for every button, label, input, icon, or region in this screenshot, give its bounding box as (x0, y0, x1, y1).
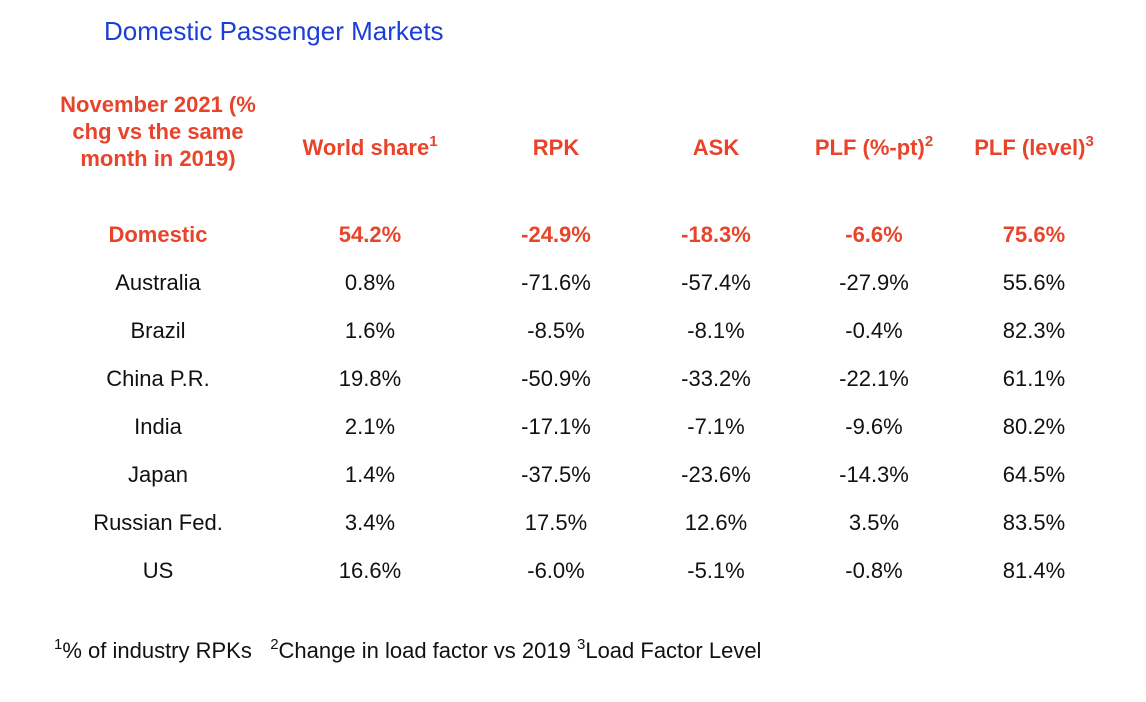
footnote-mark: 2 (270, 636, 279, 653)
world-share-cell: 16.6% (338, 558, 402, 583)
market-cell: Australia (115, 270, 201, 295)
header-plf-pt: PLF (%-pt)2 (794, 134, 954, 161)
world-share-cell: 1.6% (344, 318, 396, 343)
header-rpk: RPK (532, 135, 580, 160)
ask-cell: -18.3% (681, 222, 751, 247)
plf-level-cell: 64.5% (1002, 462, 1066, 487)
market-cell: Domestic (108, 222, 208, 247)
page-title: Domestic Passenger Markets (104, 16, 444, 46)
plf-level-cell: 82.3% (1002, 318, 1066, 343)
ask-cell: 12.6% (684, 510, 748, 535)
footnote-mark: 1 (54, 636, 63, 653)
plf-level-cell: 83.5% (1002, 510, 1066, 535)
header-plf-pt-label: PLF (%-pt) (814, 135, 925, 160)
table-row-total: Domestic 54.2% -24.9% -18.3% -6.6% 75.6% (0, 222, 1146, 270)
plf-pt-cell: 3.5% (848, 510, 900, 535)
ask-cell: -57.4% (681, 270, 751, 295)
header-plf-pt-note: 2 (924, 133, 934, 150)
header-world-share-label: World share (302, 135, 430, 160)
table-row: Russian Fed. 3.4% 17.5% 12.6% 3.5% 83.5% (0, 510, 1146, 558)
header-ask: ASK (692, 135, 740, 160)
ask-cell: -5.1% (687, 558, 745, 583)
world-share-cell: 1.4% (344, 462, 396, 487)
plf-level-cell: 80.2% (1002, 414, 1066, 439)
plf-pt-cell: -22.1% (839, 366, 909, 391)
header-plf-level: PLF (level)3 (954, 134, 1114, 161)
footnotes: 1% of industry RPKs 2Change in load fact… (54, 636, 762, 664)
plf-pt-cell: -0.4% (845, 318, 903, 343)
plf-pt-cell: -27.9% (839, 270, 909, 295)
market-cell: Russian Fed. (93, 510, 223, 535)
header-period: November 2021 (% chg vs the same month i… (60, 92, 256, 171)
ask-cell: -23.6% (681, 462, 751, 487)
plf-pt-cell: -6.6% (845, 222, 903, 247)
footnote-text: % of industry RPKs (62, 638, 252, 663)
ask-cell: -7.1% (687, 414, 745, 439)
market-cell: China P.R. (106, 366, 210, 391)
market-cell: Japan (128, 462, 188, 487)
rpk-cell: -8.5% (527, 318, 585, 343)
world-share-cell: 54.2% (338, 222, 402, 247)
table-row: India 2.1% -17.1% -7.1% -9.6% 80.2% (0, 414, 1146, 462)
market-cell: Brazil (130, 318, 186, 343)
market-cell: India (134, 414, 182, 439)
rpk-cell: -71.6% (521, 270, 591, 295)
footnote-mark: 3 (576, 636, 586, 653)
header-world-share-note: 1 (429, 133, 438, 150)
header-plf-level-label: PLF (level) (974, 135, 1086, 160)
rpk-cell: -6.0% (527, 558, 585, 583)
plf-pt-cell: -14.3% (839, 462, 909, 487)
plf-level-cell: 75.6% (1002, 222, 1066, 247)
plf-pt-cell: -9.6% (845, 414, 903, 439)
plf-level-cell: 81.4% (1002, 558, 1066, 583)
table-row: Brazil 1.6% -8.5% -8.1% -0.4% 82.3% (0, 318, 1146, 366)
table-row: Japan 1.4% -37.5% -23.6% -14.3% 64.5% (0, 462, 1146, 510)
world-share-cell: 0.8% (344, 270, 396, 295)
plf-pt-cell: -0.8% (845, 558, 903, 583)
plf-level-cell: 61.1% (1002, 366, 1066, 391)
table-row: Australia 0.8% -71.6% -57.4% -27.9% 55.6… (0, 270, 1146, 318)
header-world-share: World share1 (290, 134, 450, 161)
world-share-cell: 2.1% (344, 414, 396, 439)
world-share-cell: 3.4% (344, 510, 396, 535)
rpk-cell: -50.9% (521, 366, 591, 391)
world-share-cell: 19.8% (338, 366, 402, 391)
footnote-text: Change in load factor vs 2019 (278, 638, 571, 663)
table-row: China P.R. 19.8% -50.9% -33.2% -22.1% 61… (0, 366, 1146, 414)
footnote-text: Load Factor Level (585, 638, 762, 663)
rpk-cell: 17.5% (524, 510, 588, 535)
plf-level-cell: 55.6% (1002, 270, 1066, 295)
rpk-cell: -17.1% (521, 414, 591, 439)
market-cell: US (142, 558, 174, 583)
ask-cell: -33.2% (681, 366, 751, 391)
ask-cell: -8.1% (687, 318, 745, 343)
table-row: US 16.6% -6.0% -5.1% -0.8% 81.4% (0, 558, 1146, 606)
header-plf-level-note: 3 (1085, 133, 1094, 150)
rpk-cell: -24.9% (521, 222, 591, 247)
rpk-cell: -37.5% (521, 462, 591, 487)
